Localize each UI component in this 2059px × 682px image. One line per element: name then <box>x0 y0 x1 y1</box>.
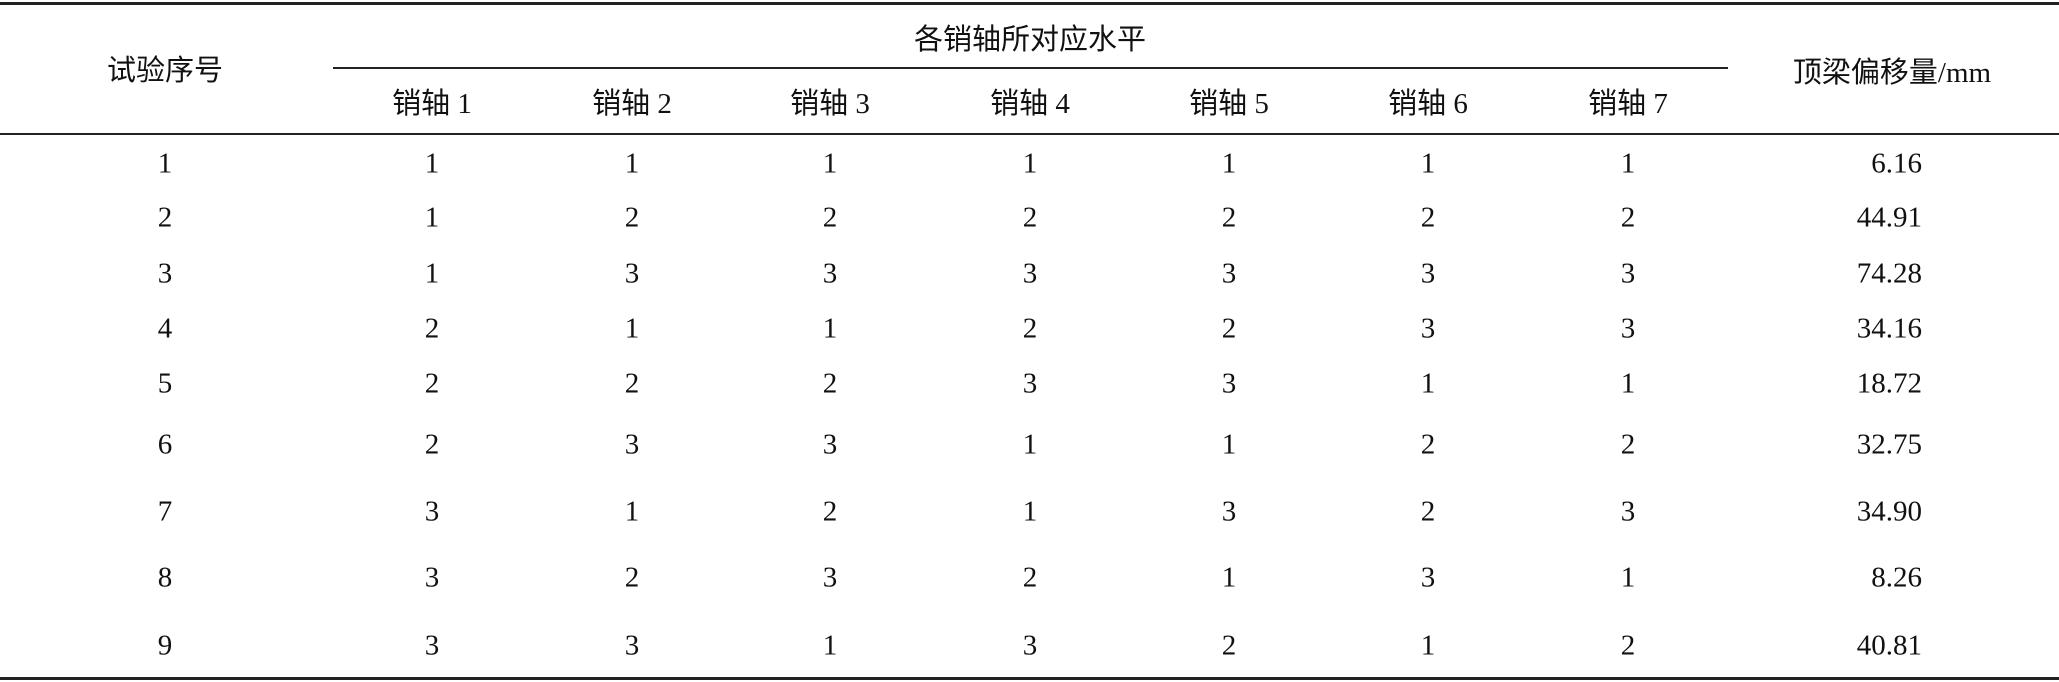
cell-pin-level: 1 <box>1221 428 1237 461</box>
cell-pin-level: 2 <box>424 428 440 461</box>
cell-pin-level: 2 <box>1221 201 1237 234</box>
header-trial-no: 试验序号 <box>106 55 224 87</box>
cell-trial-no: 5 <box>157 367 173 400</box>
cell-pin-level: 2 <box>624 201 640 234</box>
cell-pin-level: 1 <box>624 495 640 528</box>
cell-pin-level: 3 <box>822 561 838 594</box>
cell-pin-level: 1 <box>424 147 440 180</box>
cell-pin-level: 1 <box>1022 495 1038 528</box>
cell-pin-level: 1 <box>624 312 640 345</box>
header-pin-5: 销轴 5 <box>1189 88 1269 120</box>
cell-trial-no: 1 <box>157 147 173 180</box>
cell-pin-level: 3 <box>1221 495 1237 528</box>
cell-pin-level: 1 <box>1420 629 1436 662</box>
cell-offset: 34.90 <box>1856 495 1922 528</box>
cell-pin-level: 2 <box>822 201 838 234</box>
cell-trial-no: 3 <box>157 257 173 290</box>
header-offset: 顶梁偏移量/mm <box>1792 57 1992 89</box>
header-pin-6: 销轴 6 <box>1388 88 1468 120</box>
cell-pin-level: 3 <box>1620 495 1636 528</box>
cell-pin-level: 2 <box>1620 201 1636 234</box>
cell-pin-level: 3 <box>1221 367 1237 400</box>
cell-pin-level: 1 <box>424 257 440 290</box>
cell-pin-level: 1 <box>822 312 838 345</box>
cell-pin-level: 2 <box>822 367 838 400</box>
cell-trial-no: 4 <box>157 312 173 345</box>
cell-pin-level: 1 <box>624 147 640 180</box>
cell-offset: 18.72 <box>1856 367 1922 400</box>
header-pin-7: 销轴 7 <box>1588 88 1668 120</box>
cell-pin-level: 2 <box>424 312 440 345</box>
cell-pin-level: 2 <box>822 495 838 528</box>
group-header-rule <box>333 67 1728 69</box>
header-pin-1: 销轴 1 <box>392 88 472 120</box>
cell-trial-no: 7 <box>157 495 173 528</box>
cell-pin-level: 3 <box>624 629 640 662</box>
cell-pin-level: 3 <box>1420 312 1436 345</box>
cell-pin-level: 2 <box>1022 201 1038 234</box>
cell-pin-level: 1 <box>1620 147 1636 180</box>
table-bottom-rule <box>0 677 2059 680</box>
cell-pin-level: 3 <box>1620 312 1636 345</box>
cell-pin-level: 3 <box>1620 257 1636 290</box>
cell-pin-level: 3 <box>1022 367 1038 400</box>
cell-pin-level: 3 <box>1221 257 1237 290</box>
cell-pin-level: 1 <box>424 201 440 234</box>
cell-trial-no: 2 <box>157 201 173 234</box>
cell-pin-level: 2 <box>1420 201 1436 234</box>
cell-trial-no: 9 <box>157 629 173 662</box>
cell-pin-level: 1 <box>1420 147 1436 180</box>
cell-pin-level: 1 <box>1620 367 1636 400</box>
cell-pin-level: 3 <box>424 561 440 594</box>
cell-pin-level: 3 <box>1022 257 1038 290</box>
cell-pin-level: 2 <box>1620 428 1636 461</box>
cell-offset: 6.16 <box>1871 147 1922 180</box>
cell-pin-level: 2 <box>1620 629 1636 662</box>
cell-pin-level: 2 <box>424 367 440 400</box>
cell-pin-level: 3 <box>1420 561 1436 594</box>
header-pin-3: 销轴 3 <box>790 88 870 120</box>
cell-offset: 44.91 <box>1856 201 1922 234</box>
cell-pin-level: 1 <box>822 147 838 180</box>
cell-pin-level: 3 <box>424 629 440 662</box>
cell-trial-no: 8 <box>157 561 173 594</box>
cell-pin-level: 1 <box>1022 428 1038 461</box>
cell-pin-level: 3 <box>624 428 640 461</box>
cell-pin-level: 2 <box>624 561 640 594</box>
cell-pin-level: 2 <box>1420 495 1436 528</box>
cell-offset: 8.26 <box>1871 561 1922 594</box>
cell-offset: 74.28 <box>1856 257 1922 290</box>
cell-offset: 32.75 <box>1856 428 1922 461</box>
header-bottom-rule <box>0 133 2059 135</box>
cell-pin-level: 3 <box>1022 629 1038 662</box>
cell-pin-level: 2 <box>1022 561 1038 594</box>
cell-pin-level: 3 <box>822 428 838 461</box>
cell-pin-level: 2 <box>1221 312 1237 345</box>
table-top-rule <box>0 2 2059 5</box>
header-pin-4: 销轴 4 <box>990 88 1070 120</box>
header-pin-levels: 各销轴所对应水平 <box>913 24 1147 56</box>
cell-pin-level: 1 <box>1022 147 1038 180</box>
cell-pin-level: 1 <box>1221 561 1237 594</box>
cell-pin-level: 2 <box>624 367 640 400</box>
cell-pin-level: 1 <box>1620 561 1636 594</box>
cell-pin-level: 3 <box>424 495 440 528</box>
cell-pin-level: 1 <box>1221 147 1237 180</box>
cell-pin-level: 1 <box>822 629 838 662</box>
cell-offset: 34.16 <box>1856 312 1922 345</box>
cell-pin-level: 3 <box>1420 257 1436 290</box>
cell-pin-level: 3 <box>822 257 838 290</box>
cell-pin-level: 1 <box>1420 367 1436 400</box>
header-pin-2: 销轴 2 <box>592 88 672 120</box>
cell-pin-level: 2 <box>1022 312 1038 345</box>
cell-trial-no: 6 <box>157 428 173 461</box>
cell-pin-level: 2 <box>1420 428 1436 461</box>
cell-offset: 40.81 <box>1856 629 1922 662</box>
cell-pin-level: 3 <box>624 257 640 290</box>
cell-pin-level: 2 <box>1221 629 1237 662</box>
